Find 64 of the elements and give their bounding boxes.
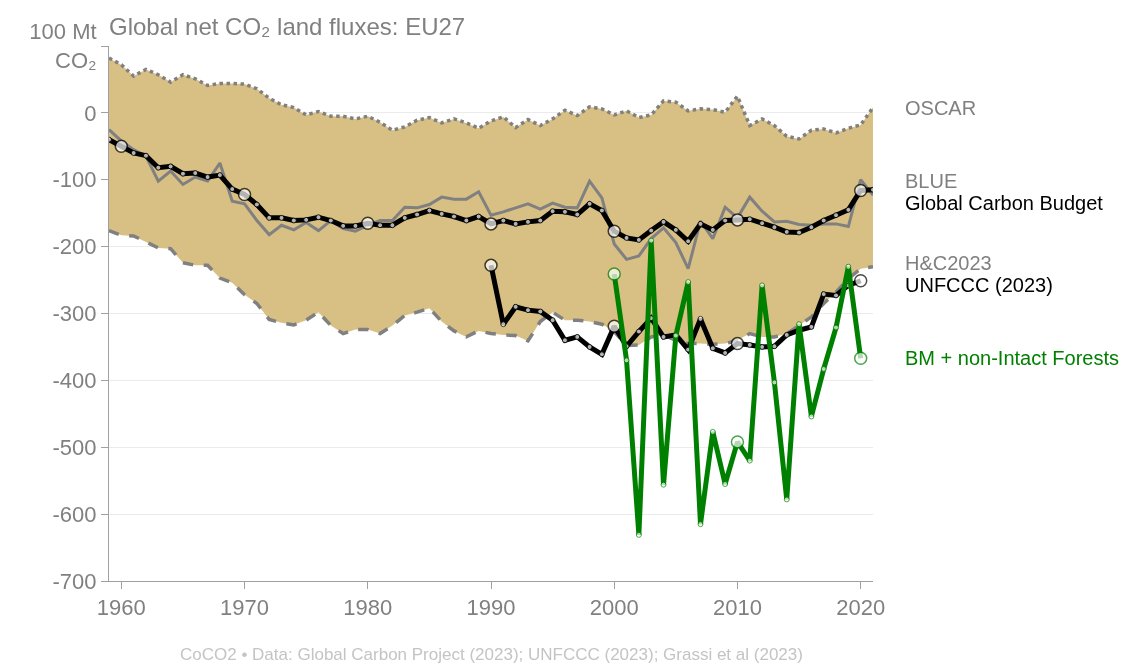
point [635, 531, 642, 538]
y-tick-label: -700 [52, 568, 97, 594]
point [709, 428, 716, 435]
point [845, 263, 852, 270]
point [759, 343, 766, 350]
series-label: H&C2023 [905, 252, 992, 274]
line-series [109, 128, 873, 271]
y-tick-label: -100 [52, 167, 97, 193]
point [561, 337, 568, 344]
point [524, 307, 531, 314]
series-label: Global Carbon Budget [905, 192, 1104, 214]
y-tick-label: 100 Mt CO₂ [29, 19, 97, 73]
point [722, 481, 729, 488]
x-tick-label: 2020 [836, 595, 886, 621]
point [685, 279, 692, 286]
point [648, 237, 655, 244]
series-label: UNFCCC (2023) [905, 274, 1053, 296]
series-label: BM + non-Intact Forests [905, 347, 1119, 369]
point [722, 349, 729, 356]
y-tick-label: -500 [52, 434, 97, 460]
x-tick-label: 1990 [466, 595, 516, 621]
point [537, 308, 544, 315]
point [697, 315, 704, 322]
y-tick-label: -300 [52, 301, 97, 327]
y-tick-label: -200 [52, 234, 97, 260]
series-label: OSCAR [905, 97, 977, 119]
point [574, 333, 581, 340]
point [746, 341, 753, 348]
point [808, 413, 815, 420]
point [623, 357, 630, 364]
y-tick-label: 0 [84, 100, 97, 126]
point [660, 481, 667, 488]
point [820, 291, 827, 298]
point [771, 379, 778, 386]
point [746, 457, 753, 464]
point [820, 366, 827, 373]
point [796, 321, 803, 328]
x-tick-label: 1980 [343, 595, 393, 621]
x-tick-label: 1970 [220, 595, 270, 621]
series-label: BLUE [905, 170, 958, 192]
line-series [109, 56, 873, 141]
point [833, 324, 840, 331]
x-tick-label: 2010 [712, 595, 762, 621]
point [833, 292, 840, 299]
x-tick-label: 2000 [589, 595, 639, 621]
y-tick-label: -400 [52, 368, 97, 394]
text: CoCO2 • Data: Global Carbon Project (2023); UNFCCC (2023); Grassi et al (2023) [180, 645, 803, 664]
point [660, 333, 667, 340]
point [759, 282, 766, 289]
point [783, 331, 790, 338]
point [783, 496, 790, 503]
point [598, 351, 605, 358]
point [635, 328, 642, 335]
point [500, 321, 507, 328]
point [771, 343, 778, 350]
point [808, 323, 815, 330]
y-tick-label: -600 [52, 501, 97, 527]
chart-title: Global net CO₂ land fluxes: EU27 [109, 13, 466, 41]
point [586, 343, 593, 350]
point [697, 521, 704, 528]
x-tick-label: 1960 [96, 595, 146, 621]
point [512, 303, 519, 310]
point [549, 317, 556, 324]
point [709, 345, 716, 352]
